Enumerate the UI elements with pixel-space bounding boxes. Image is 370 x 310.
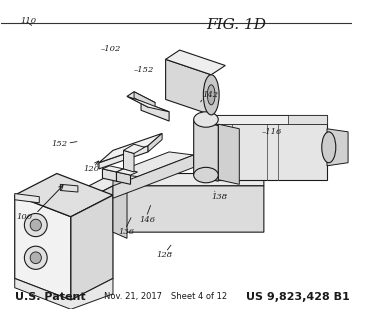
Ellipse shape (194, 167, 218, 183)
Text: 152: 152 (51, 140, 68, 148)
Ellipse shape (30, 219, 41, 231)
Ellipse shape (24, 214, 47, 237)
Polygon shape (99, 146, 148, 169)
Text: 128: 128 (157, 251, 173, 259)
Polygon shape (141, 101, 169, 121)
Text: 146: 146 (139, 216, 155, 224)
Polygon shape (15, 174, 113, 217)
Ellipse shape (322, 132, 336, 163)
Text: U.S. Patent: U.S. Patent (15, 292, 85, 302)
Polygon shape (15, 195, 71, 300)
Polygon shape (134, 92, 155, 109)
Text: 136: 136 (118, 228, 134, 236)
Polygon shape (117, 172, 131, 184)
Polygon shape (218, 124, 239, 184)
Polygon shape (113, 155, 194, 198)
Polygon shape (127, 92, 155, 107)
Polygon shape (211, 115, 327, 124)
Text: 142: 142 (202, 91, 219, 99)
Text: US 9,823,428 B1: US 9,823,428 B1 (246, 292, 350, 302)
Text: FIG. 1D: FIG. 1D (206, 18, 266, 32)
Text: 138: 138 (211, 193, 227, 201)
Polygon shape (71, 186, 264, 254)
Text: –152: –152 (134, 66, 154, 74)
Polygon shape (60, 184, 78, 192)
Ellipse shape (204, 75, 219, 115)
Ellipse shape (24, 246, 47, 269)
Polygon shape (102, 169, 117, 181)
Polygon shape (15, 193, 39, 203)
Polygon shape (327, 129, 348, 166)
Text: Sheet 4 of 12: Sheet 4 of 12 (171, 292, 227, 301)
Polygon shape (71, 174, 264, 207)
Polygon shape (211, 115, 327, 180)
Polygon shape (127, 96, 169, 112)
Polygon shape (124, 150, 134, 172)
Polygon shape (166, 50, 225, 75)
Polygon shape (99, 133, 162, 163)
Polygon shape (102, 166, 124, 172)
Ellipse shape (194, 112, 218, 127)
Polygon shape (71, 195, 113, 300)
Polygon shape (113, 174, 127, 238)
Polygon shape (148, 133, 162, 152)
Polygon shape (194, 120, 218, 181)
Text: –102: –102 (101, 45, 121, 52)
Text: 120: 120 (83, 165, 99, 173)
Polygon shape (117, 169, 138, 175)
Polygon shape (289, 115, 327, 124)
Ellipse shape (207, 85, 215, 105)
Text: 110: 110 (20, 17, 36, 25)
Ellipse shape (30, 252, 41, 264)
Text: –116: –116 (262, 128, 282, 136)
Polygon shape (124, 144, 145, 153)
Text: 100: 100 (17, 213, 33, 221)
Polygon shape (166, 59, 211, 115)
Polygon shape (113, 152, 194, 177)
Text: Nov. 21, 2017: Nov. 21, 2017 (104, 292, 162, 301)
Polygon shape (15, 278, 113, 309)
